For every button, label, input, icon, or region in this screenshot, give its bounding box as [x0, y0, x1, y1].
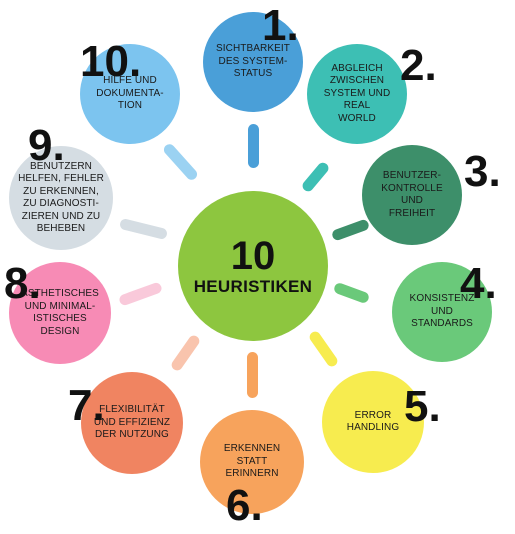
heuristic-number-2: 2.: [400, 41, 437, 90]
center-title: HEURISTIKEN: [193, 277, 313, 296]
heuristic-label-8: ÄSTHETISCHES UND MINIMAL- ISTISCHES DESI…: [21, 288, 99, 337]
heuristic-node-3: BENUTZER- KONTROLLE UND FREIHEIT: [362, 145, 462, 245]
heuristic-node-7: FLEXIBILITÄT UND EFFIZIENZ DER NUTZUNG: [81, 372, 183, 474]
spoke-2: [300, 160, 331, 194]
spoke-3: [330, 218, 371, 242]
heuristic-label-10: HILFE UND DOKUMENTA- TION: [96, 75, 164, 112]
heuristic-number-3: 3.: [464, 147, 501, 196]
heuristic-label-5: ERROR HANDLING: [346, 409, 400, 434]
heuristic-node-5: ERROR HANDLING: [322, 371, 424, 473]
heuristic-number-7: 7.: [68, 381, 105, 430]
heuristic-label-4: KONSISTENZ UND STANDARDS: [409, 293, 475, 330]
heuristic-label-1: SICHTBARKEIT DES SYSTEM- STATUS: [216, 43, 290, 80]
center-number: 10: [230, 234, 276, 278]
spoke-6: [247, 352, 258, 398]
heuristic-node-6: ERKENNEN STATT ERINNERN: [200, 410, 304, 514]
heuristic-label-7: FLEXIBILITÄT UND EFFIZIENZ DER NUTZUNG: [93, 404, 171, 441]
heuristic-node-1: SICHTBARKEIT DES SYSTEM- STATUS: [203, 12, 303, 112]
spoke-8: [117, 281, 164, 307]
spoke-4: [332, 281, 371, 305]
spoke-9: [118, 217, 169, 241]
heuristic-number-8: 8.: [4, 259, 41, 308]
heuristic-node-9: BENUTZERN HELFEN, FEHLER ZU ERKENNEN, ZU…: [9, 146, 113, 250]
heuristic-node-10: HILFE UND DOKUMENTA- TION: [80, 44, 180, 144]
spoke-1: [248, 124, 259, 168]
heuristic-node-2: ABGLEICH ZWISCHEN SYSTEM UND REAL WORLD: [307, 44, 407, 144]
center-circle: 10 HEURISTIKEN: [178, 191, 328, 341]
heuristic-label-6: ERKENNEN STATT ERINNERN: [223, 443, 281, 480]
heuristic-number-4: 4.: [460, 259, 497, 308]
heuristic-number-5: 5.: [404, 382, 441, 431]
heuristic-label-2: ABGLEICH ZWISCHEN SYSTEM UND REAL WORLD: [323, 62, 391, 124]
heuristic-number-9: 9.: [28, 121, 65, 170]
heuristic-label-3: BENUTZER- KONTROLLE UND FREIHEIT: [381, 170, 443, 219]
spoke-10: [161, 141, 200, 183]
heuristic-label-9: BENUTZERN HELFEN, FEHLER ZU ERKENNEN, ZU…: [18, 160, 104, 235]
spoke-5: [307, 329, 340, 369]
heuristic-number-1: 1.: [262, 1, 299, 50]
heuristic-number-10: 10.: [80, 37, 142, 86]
heuristic-node-8: ÄSTHETISCHES UND MINIMAL- ISTISCHES DESI…: [9, 262, 111, 364]
heuristic-node-4: KONSISTENZ UND STANDARDS: [392, 262, 492, 362]
heuristic-number-6: 6.: [226, 481, 263, 530]
spoke-7: [169, 333, 202, 373]
